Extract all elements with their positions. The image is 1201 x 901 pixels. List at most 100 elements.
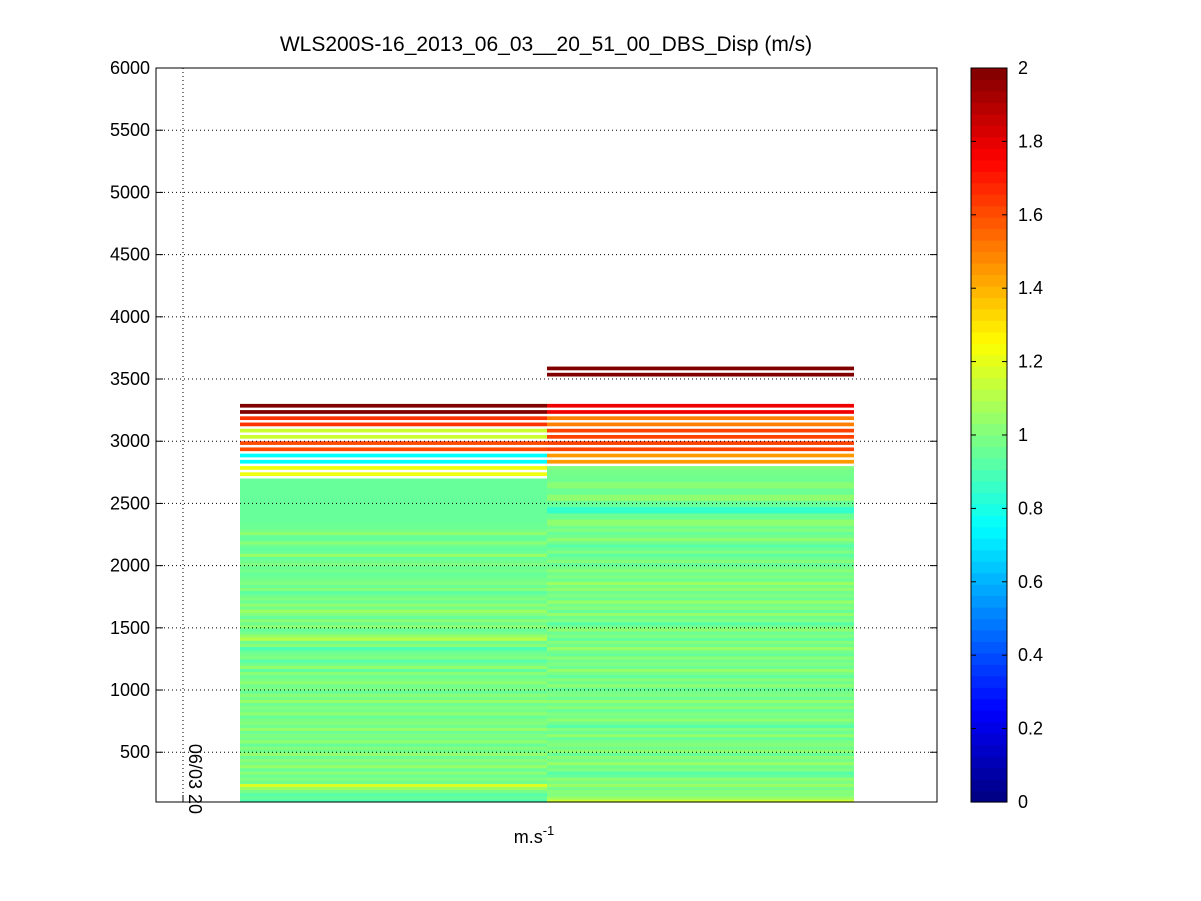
x-axis-label: m.s-1 <box>514 823 555 847</box>
heatmap-cell <box>240 478 547 483</box>
heatmap-cell <box>547 515 854 520</box>
heatmap-cell <box>240 755 547 760</box>
heatmap-cell <box>240 758 547 763</box>
heatmap-cell <box>240 630 547 635</box>
colorbar-band <box>971 756 1007 769</box>
heatmap-cell <box>240 599 547 604</box>
heatmap-cell <box>547 764 854 769</box>
heatmap-cell <box>547 441 854 445</box>
heatmap-cell <box>547 746 854 750</box>
heatmap-cell <box>547 466 854 470</box>
colorbar-band <box>971 171 1007 184</box>
heatmap-cell <box>240 602 547 607</box>
heatmap-cell <box>547 624 854 629</box>
colorbar-tick-label: 0.8 <box>1018 498 1043 518</box>
heatmap-cell <box>240 543 547 548</box>
heatmap-cell <box>240 447 547 452</box>
y-tick-label: 3000 <box>110 431 150 451</box>
y-tick-label: 1000 <box>110 680 150 700</box>
heatmap-cell <box>240 718 547 722</box>
heatmap-cell <box>547 599 854 604</box>
heatmap-cell <box>240 658 547 663</box>
heatmap-cell <box>240 590 547 595</box>
heatmap-cell <box>240 761 547 766</box>
heatmap-cell <box>547 798 854 803</box>
heatmap-cell <box>240 562 547 567</box>
heatmap-cell <box>547 727 854 732</box>
heatmap-cell <box>547 742 854 747</box>
heatmap-cell <box>240 581 547 585</box>
colorbar-band <box>971 262 1007 276</box>
heatmap-cell <box>240 596 547 601</box>
heatmap-cell <box>240 786 547 791</box>
heatmap-cell <box>240 708 547 713</box>
heatmap-cell <box>547 428 854 433</box>
heatmap-cell <box>240 550 547 554</box>
colorbar-band <box>971 744 1007 757</box>
heatmap-cell <box>240 410 547 414</box>
colorbar-band <box>971 446 1007 459</box>
colorbar-band <box>971 779 1007 792</box>
heatmap-cell <box>240 795 547 800</box>
heatmap-cell <box>547 497 854 501</box>
heatmap-cell <box>547 724 854 728</box>
colorbar-band <box>971 389 1007 402</box>
heatmap-cell <box>240 693 547 697</box>
colorbar-ticks: 0 0.2 0.4 0.6 0.8 1 1.2 1.4 1.6 1.8 2 <box>971 58 1043 812</box>
heatmap-cell <box>547 761 854 766</box>
heatmap-cell <box>547 655 854 660</box>
heatmap-cell <box>547 453 854 458</box>
colorbar-tick-label: 1.4 <box>1018 278 1043 298</box>
heatmap-cell <box>240 789 547 794</box>
heatmap-cell <box>240 490 547 495</box>
heatmap-cell <box>240 503 547 508</box>
heatmap-cell <box>547 621 854 626</box>
heatmap-cell <box>547 372 854 377</box>
colorbar-band <box>971 664 1007 677</box>
heatmap-cell <box>240 671 547 676</box>
colorbar-band <box>971 90 1007 104</box>
heatmap-cell <box>240 792 547 797</box>
heatmap-cell <box>240 528 547 533</box>
colorbar-band <box>971 733 1007 746</box>
heatmap-cell <box>547 550 854 554</box>
heatmap-cell <box>547 612 854 616</box>
heatmap-cell <box>240 798 547 803</box>
heatmap-cell <box>240 515 547 520</box>
y-tick-label: 2000 <box>110 556 150 576</box>
heatmap-cell <box>547 699 854 704</box>
colorbar-band <box>971 228 1007 241</box>
heatmap-cell <box>547 410 854 414</box>
heatmap-cell <box>547 584 854 588</box>
heatmap-cell <box>240 733 547 738</box>
colorbar-band <box>971 435 1007 448</box>
heatmap-cell <box>547 534 854 539</box>
heatmap-cell <box>547 770 854 775</box>
heatmap-cell <box>240 680 547 685</box>
heatmap-cell <box>547 522 854 526</box>
heatmap-cell <box>240 702 547 707</box>
heatmap-cell <box>547 609 854 613</box>
heatmap-cell <box>547 596 854 601</box>
x-axis-label-superscript: -1 <box>543 823 555 838</box>
heatmap-cell <box>547 792 854 797</box>
heatmap-cell <box>547 674 854 679</box>
heatmap-cell <box>240 559 547 564</box>
heatmap-cell <box>547 562 854 567</box>
heatmap-cell <box>240 777 547 781</box>
heatmap-cell <box>240 571 547 576</box>
heatmap-cell <box>547 634 854 638</box>
colorbar-tick-label: 0.6 <box>1018 572 1043 592</box>
heatmap-cell <box>547 630 854 635</box>
heatmap-cell <box>240 441 547 445</box>
heatmap-cell <box>240 770 547 775</box>
heatmap-cell <box>240 506 547 511</box>
colorbar-band <box>971 205 1007 218</box>
heatmap-cell <box>547 447 854 452</box>
colorbar-tick-label: 0 <box>1018 792 1028 812</box>
heatmap-cell <box>240 553 547 557</box>
heatmap-cell <box>240 612 547 616</box>
heatmap-cell <box>547 602 854 607</box>
colorbar-band <box>971 148 1007 161</box>
heatmap-cell <box>547 546 854 551</box>
